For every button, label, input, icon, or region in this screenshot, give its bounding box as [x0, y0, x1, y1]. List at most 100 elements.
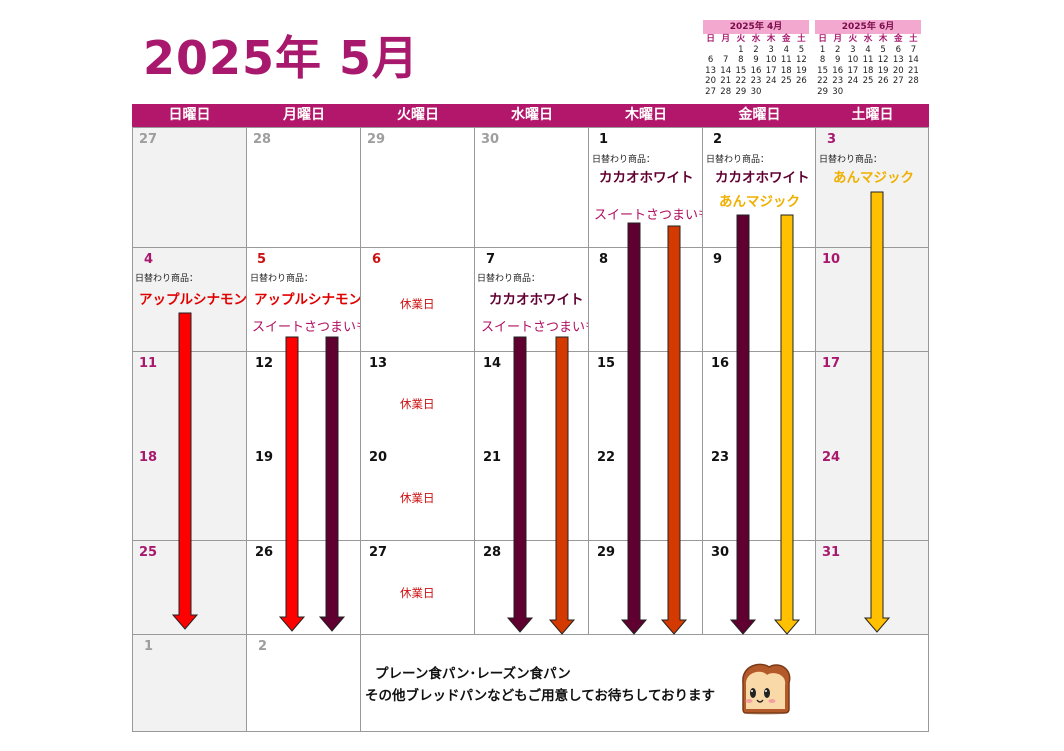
mini-day-number: 19 [796, 65, 807, 76]
mini-day-number: 12 [796, 55, 807, 66]
mini-calendar-june: 2025年 6月 日月火水木金土 1 2 3 4 5 6 7 8 9 10 11 12 13 14 15 16 1… [815, 20, 921, 98]
day-number: 30 [711, 545, 730, 560]
day-number: 6 [372, 252, 382, 267]
day-number: 16 [711, 356, 730, 371]
day-number: 20 [369, 450, 388, 465]
day-number: 19 [255, 450, 274, 465]
day-number: 28 [483, 545, 502, 560]
day-number: 24 [822, 450, 841, 465]
product-sweet-potato: スイートさつまいも [252, 320, 370, 335]
mini-day-name: 日 [706, 34, 715, 44]
mini-day-number: 13 [705, 65, 716, 76]
mini-day-number: 27 [892, 76, 904, 87]
product-cacao-white: カカオホワイト [489, 292, 584, 308]
day-cell: 14 21 [474, 351, 590, 542]
mini-day-number: 9 [835, 55, 841, 66]
day-number: 2 [258, 639, 268, 654]
mini-calendar-grid: 日月火水木金土 1 2 3 4 5 6 7 8 9 10 11 12 13 14 15 16 17 18 19 20 21… [703, 34, 809, 98]
mini-day-number: 23 [832, 76, 844, 87]
day-cell: 1 [132, 634, 248, 732]
product-cacao-white: カカオホワイト [715, 170, 810, 186]
bread-mascot-icon [742, 663, 791, 715]
mini-day-name: 月 [721, 34, 730, 44]
mini-day-number [718, 45, 733, 56]
mini-day-number: 15 [735, 65, 747, 76]
daily-item-label: 日替わり商品： [135, 274, 199, 284]
day-number: 18 [139, 450, 158, 465]
day-number: 2 [713, 132, 723, 147]
day-cell: 7 日替わり商品： カカオホワイト スイートさつまいも [474, 247, 598, 353]
mini-day-number: 10 [765, 55, 777, 66]
mini-day-number: 12 [877, 55, 889, 66]
mini-day-number [891, 87, 906, 98]
closed-day-label: 休業日 [400, 297, 435, 311]
closed-day-label: 休業日 [400, 491, 435, 505]
mini-day-number: 11 [862, 55, 874, 66]
day-cell: 8 [588, 247, 704, 353]
mini-day-number: 21 [720, 76, 732, 87]
mini-day-number: 23 [750, 76, 762, 87]
day-number: 30 [481, 132, 500, 147]
mini-day-number: 19 [877, 65, 889, 76]
mini-day-number: 24 [765, 76, 777, 87]
day-number: 23 [711, 450, 730, 465]
daily-item-label: 日替わり商品： [250, 274, 314, 284]
day-cell: 27 休業日 [360, 540, 476, 636]
mini-day-number: 28 [720, 86, 732, 97]
mini-day-number: 7 [910, 44, 917, 55]
anko-magic-arrow [863, 191, 891, 633]
mini-day-number [764, 87, 779, 98]
mini-day-number: 18 [780, 65, 792, 76]
mini-day-number: 1 [819, 44, 826, 55]
mini-day-number: 10 [847, 55, 859, 66]
mini-day-number: 20 [705, 76, 716, 87]
daily-item-label: 日替わり商品： [592, 155, 656, 165]
mini-day-number: 15 [817, 65, 828, 76]
mini-day-number: 9 [753, 55, 759, 66]
mini-day-number: 14 [720, 65, 732, 76]
mini-day-number: 29 [735, 86, 747, 97]
day-cell: 6 休業日 [360, 247, 476, 353]
mini-day-name: 木 [766, 34, 776, 44]
closed-day-label: 休業日 [400, 397, 435, 411]
mini-day-number: 27 [705, 86, 716, 97]
day-number: 4 [144, 252, 154, 267]
daily-item-label: 日替わり商品： [706, 155, 770, 165]
mini-calendar-grid: 日月火水木金土 1 2 3 4 5 6 7 8 9 10 11 12 13 14 15 16 17 18 19 20 21… [815, 34, 921, 98]
closed-day-label: 休業日 [400, 586, 435, 600]
mini-day-name: 水 [863, 34, 873, 44]
mini-day-number: 5 [798, 44, 805, 55]
mini-day-number: 3 [850, 44, 856, 55]
mini-day-name: 火 [736, 34, 746, 44]
day-cell: 1 日替わり商品： カカオホワイト スイートさつまいも [588, 127, 711, 249]
mini-day-number [779, 87, 794, 98]
day-cell: 5 日替わり商品： アップルシナモン スイートさつまいも [246, 247, 369, 353]
day-cell: 12 19 [246, 351, 362, 542]
mini-day-number: 2 [753, 44, 759, 55]
product-anko-magic: あんマジック [833, 170, 914, 186]
mini-calendar-header: 2025年 4月 [703, 20, 809, 34]
mini-day-number: 14 [908, 55, 919, 66]
anko-magic-arrow [773, 214, 801, 635]
page-title: 2025年 5月 [143, 31, 420, 85]
mini-day-number: 28 [908, 76, 919, 87]
day-number: 21 [483, 450, 502, 465]
day-number: 25 [139, 545, 158, 560]
mini-day-name: 月 [833, 34, 842, 44]
cacao-white-arrow [729, 214, 757, 635]
mini-day-number: 18 [862, 65, 874, 76]
day-cell: 26 [246, 540, 362, 636]
mini-day-name: 金 [894, 34, 903, 44]
mini-day-number [906, 87, 921, 98]
mini-day-name: 日 [818, 34, 827, 44]
mini-day-number: 17 [847, 65, 859, 76]
day-number: 27 [139, 132, 158, 147]
mini-day-number: 30 [832, 86, 844, 97]
mini-day-number: 29 [817, 86, 828, 97]
day-number: 3 [827, 132, 837, 147]
weekday-wednesday: 水曜日 [511, 107, 553, 123]
daily-item-label: 日替わり商品： [819, 155, 883, 165]
day-number: 17 [822, 356, 841, 371]
mini-day-number: 20 [892, 65, 904, 76]
day-number: 29 [367, 132, 386, 147]
